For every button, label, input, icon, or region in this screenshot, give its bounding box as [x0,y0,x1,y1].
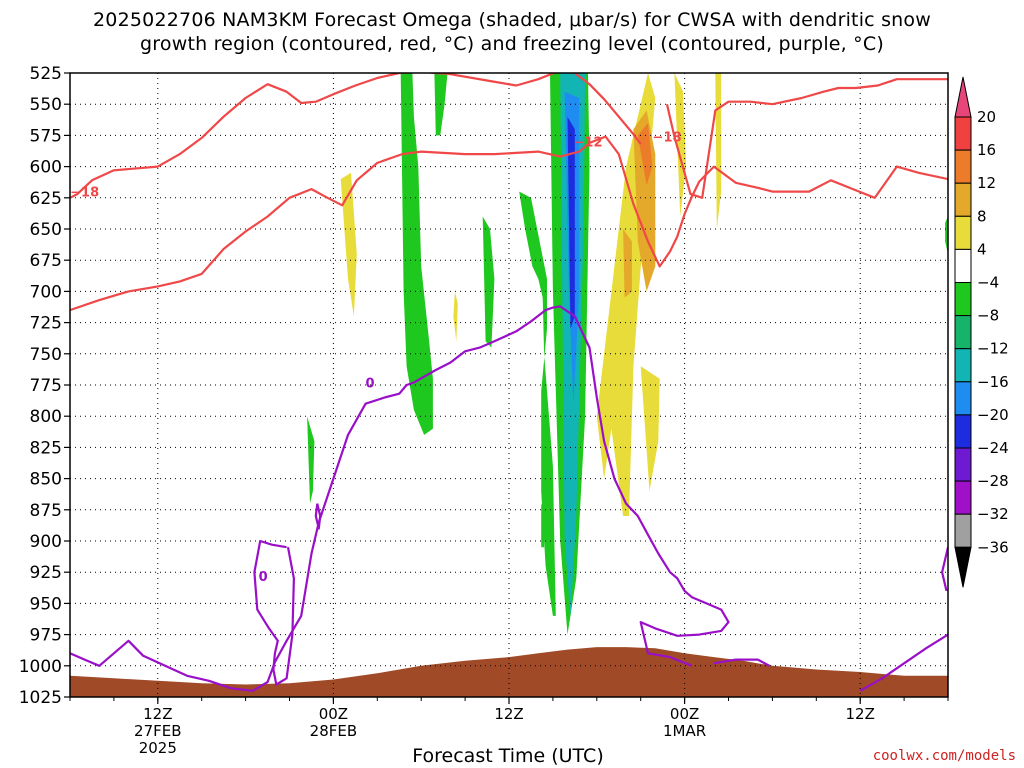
y-tick-label-800: 800 [30,407,62,427]
x-tick-label-6-1: 27FEB [134,722,181,740]
terrain-fill [70,647,948,697]
y-tick-label-975: 975 [30,626,62,646]
colorbar-box-9 [954,414,972,449]
colorbar-label-6: −8 [977,307,999,325]
y-tick-label-950: 950 [30,594,62,614]
dendritic-contour-2 [70,135,948,312]
x-tick-label-18-1: 28FEB [310,722,357,740]
colorbar-box-7 [954,348,972,383]
freezing-contour-5 [940,546,948,592]
omega-region-4 [519,191,556,616]
x-tick-label-6-0: 12Z [143,705,172,723]
omega-region-11 [340,172,357,317]
x-tick-label-6-2: 2025 [139,739,177,757]
y-tick-label-575: 575 [30,126,62,146]
dendritic-contour-layer: −18 −18 −12 [70,73,948,312]
colorbar-label-0: 20 [977,108,996,126]
colorbar-label-3: 8 [977,207,987,225]
y-tick-label-725: 725 [30,314,62,334]
colorbar-box-8 [954,381,972,416]
y-tick-label-875: 875 [30,501,62,521]
colorbar-box-4 [954,248,972,283]
x-tick-label-42-1: 1MAR [663,722,706,740]
y-tick-label-925: 925 [30,563,62,583]
colorbar-bottom-arrow [954,546,972,588]
y-tick-label-550: 550 [30,95,62,115]
terrain-layer [70,647,948,697]
y-tick-label-525: 525 [30,64,62,84]
colorbar-box-1 [954,149,972,184]
omega-region-18 [623,229,632,298]
colorbar-label-8: −16 [977,373,1009,391]
omega-region-12 [453,291,458,342]
freezing-contour-1 [253,539,295,686]
x-axis-label: Forecast Time (UTC) [412,745,604,767]
omega-region-6 [541,503,545,548]
dendritic-contour-label-1: −18 [653,131,682,146]
colorbar: 20 16 12 8 4 −4 −8 −12 −16 −20 −24 −28 −32 −36 [954,76,1009,588]
colorbar-box-6 [954,315,972,350]
freezing-contour-4 [859,633,948,692]
colorbar-label-10: −24 [977,439,1009,457]
colorbar-box-3 [954,215,972,250]
omega-region-16 [640,366,660,492]
freezing-contour-3 [713,658,771,667]
y-tick-label-1025: 1025 [19,688,62,708]
colorbar-label-7: −12 [977,340,1009,358]
dendritic-contour-label-2: −12 [574,136,603,151]
y-tick-label-700: 700 [30,282,62,302]
colorbar-box-0 [954,116,972,151]
dendritic-contour-label-0: −18 [70,186,99,201]
axes-layer: 525 550 575 600 625 650 675 700 725 750 775 800 825 8… [19,64,949,757]
x-tick-label-18-0: 00Z [319,705,348,723]
colorbar-box-11 [954,480,972,515]
omega-region-14 [674,73,687,217]
colorbar-label-9: −20 [977,406,1009,424]
colorbar-label-5: −4 [977,274,999,292]
chart-title-line-1: 2025022706 NAM3KM Forecast Omega (shaded… [93,9,931,31]
omega-region-3 [307,416,315,504]
freezing-contour-label-1: 0 [259,570,268,585]
credit-text: coolwx.com/models [872,748,1016,764]
y-tick-label-625: 625 [30,189,62,209]
omega-region-2 [482,216,495,348]
freezing-contour-label-0: 0 [365,377,374,392]
y-tick-label-900: 900 [30,532,62,552]
omega-region-10 [567,116,575,329]
omega-shading-layer [307,73,948,635]
grid-layer [70,73,948,697]
y-tick-label-650: 650 [30,220,62,240]
x-tick-label-42-0: 00Z [670,705,699,723]
dendritic-contour-1 [665,78,948,199]
x-tick-label-54-0: 12Z [846,705,875,723]
y-tick-label-1000: 1000 [19,657,62,677]
colorbar-box-2 [954,182,972,217]
y-tick-label-750: 750 [30,345,62,365]
omega-region-0 [400,73,433,435]
colorbar-label-11: −28 [977,472,1009,490]
chart-title-line-2: growth region (contoured, red, °C) and f… [140,33,884,55]
y-tick-label-850: 850 [30,470,62,490]
colorbar-box-10 [954,447,972,482]
colorbar-label-12: −32 [977,505,1009,523]
colorbar-label-4: 4 [977,240,987,258]
y-tick-label-775: 775 [30,376,62,396]
freezing-contour-layer: 00 [70,305,948,692]
colorbar-label-2: 12 [977,174,996,192]
dendritic-contour-0 [70,73,642,199]
colorbar-label-13: −36 [977,538,1009,556]
y-tick-label-675: 675 [30,251,62,271]
colorbar-box-12 [954,513,972,548]
y-tick-label-600: 600 [30,158,62,178]
omega-region-15 [715,73,722,229]
y-tick-label-825: 825 [30,438,62,458]
freezing-contour-0 [70,305,730,692]
colorbar-top-arrow [954,76,972,118]
colorbar-label-1: 16 [977,141,996,159]
freezing-contour-2 [314,503,322,530]
x-tick-label-30-0: 12Z [494,705,523,723]
colorbar-box-5 [954,282,972,317]
omega-region-19 [637,122,653,186]
